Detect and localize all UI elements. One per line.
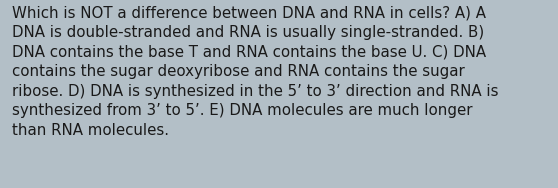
Text: Which is NOT a difference between DNA and RNA in cells? A) A
DNA is double-stran: Which is NOT a difference between DNA an… bbox=[12, 6, 499, 138]
